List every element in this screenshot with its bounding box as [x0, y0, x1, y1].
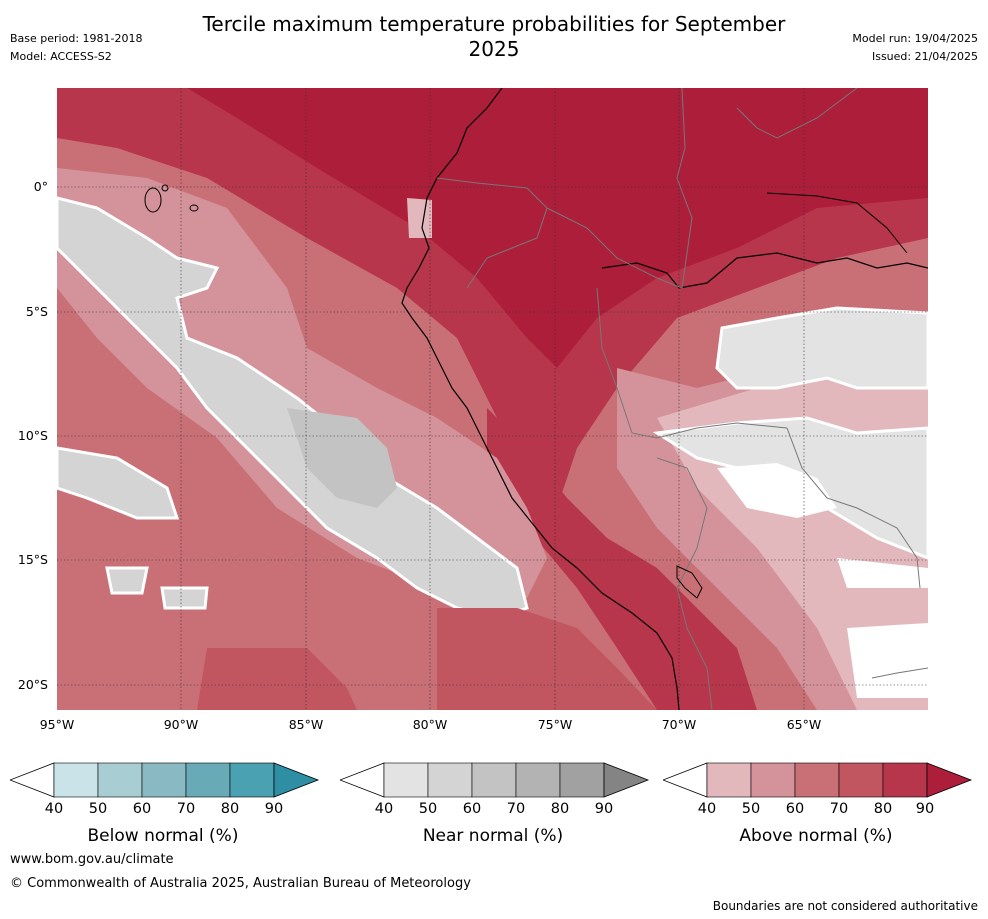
colorbar-swatch [750, 762, 796, 798]
colorbar-above-normal [661, 762, 973, 804]
lat-label-20s: 20°S [17, 677, 48, 692]
colorbar-near-normal [338, 762, 650, 804]
region-near-normal-east-1 [715, 306, 928, 390]
colorbar-swatch [185, 762, 231, 798]
lon-label-85w: 85°W [288, 717, 324, 732]
region-below-40-3 [837, 558, 928, 588]
below-tick-80: 80 [220, 801, 240, 817]
meta-right: Model run: 19/04/2025 Issued: 21/04/2025 [852, 30, 978, 66]
colorbar-swatch [141, 762, 187, 798]
region-below-40-2 [847, 623, 928, 698]
lon-label-90w: 90°W [163, 717, 199, 732]
colorbar-below-label: Below normal (%) [87, 826, 239, 846]
below-tick-70: 70 [176, 801, 196, 817]
region-above-70-south [437, 608, 657, 710]
region-below-40-1 [717, 463, 837, 518]
colorbar-swatch [794, 762, 840, 798]
colorbar-swatch [427, 762, 473, 798]
region-above-50-coast [407, 198, 432, 238]
colorbar-above-swatches [661, 762, 973, 798]
near-tick-60: 60 [462, 801, 482, 817]
region-near-small-1 [105, 566, 149, 595]
region-above-90 [187, 88, 928, 368]
colorbar-min-extend [338, 762, 385, 798]
lon-label-95w: 95°W [39, 717, 75, 732]
near-tick-50: 50 [418, 801, 438, 817]
meta-left: Base period: 1981-2018 Model: ACCESS-S2 [10, 30, 142, 66]
model-run: Model run: 19/04/2025 [852, 32, 978, 45]
region-above-70-sw [197, 648, 357, 710]
above-tick-50: 50 [741, 801, 761, 817]
near-tick-40: 40 [374, 801, 394, 817]
galapagos-islands [144, 184, 199, 213]
lon-label-70w: 70°W [661, 717, 697, 732]
colorbar-below-normal [8, 762, 320, 804]
colorbar-swatch [515, 762, 561, 798]
graticule [57, 88, 928, 710]
region-near-normal-south [57, 446, 180, 520]
colorbar-min-extend [8, 762, 55, 798]
lon-label-75w: 75°W [537, 717, 573, 732]
colorbar-swatch [838, 762, 884, 798]
above-tick-70: 70 [829, 801, 849, 817]
lat-label-10s: 10°S [17, 428, 48, 443]
model-name: Model: ACCESS-S2 [10, 50, 112, 63]
disclaimer: Boundaries are not considered authoritat… [712, 899, 978, 913]
lon-label-80w: 80°W [412, 717, 448, 732]
colorbar-max-extend [273, 762, 320, 798]
above-tick-90: 90 [915, 801, 935, 817]
website-link[interactable]: www.bom.gov.au/climate [10, 852, 174, 867]
colorbar-swatch [53, 762, 99, 798]
map-canvas [57, 88, 928, 710]
lat-label-15s: 15°S [17, 552, 48, 567]
colorbar-swatch [383, 762, 429, 798]
lat-label-0: 0° [33, 179, 48, 194]
amazon-river [601, 252, 928, 289]
near-tick-70: 70 [506, 801, 526, 817]
probability-map [57, 88, 928, 710]
above-tick-40: 40 [697, 801, 717, 817]
colorbar-max-extend [926, 762, 973, 798]
region-near-small-2 [160, 586, 209, 610]
colorbar-min-extend [661, 762, 708, 798]
coastline [401, 88, 680, 710]
region-near-normal-west [57, 196, 529, 620]
colorbar-swatch [97, 762, 143, 798]
colorbar-swatch [471, 762, 517, 798]
copyright: © Commonwealth of Australia 2025, Austra… [10, 876, 471, 891]
colorbar-above-label: Above normal (%) [739, 826, 893, 846]
colorbar-swatch [882, 762, 928, 798]
colorbar-max-extend [603, 762, 650, 798]
above-tick-60: 60 [785, 801, 805, 817]
below-tick-60: 60 [132, 801, 152, 817]
lake-titicaca [676, 565, 703, 599]
country-borders [436, 88, 928, 710]
lon-label-65w: 65°W [786, 717, 822, 732]
region-near-60 [287, 408, 397, 508]
base-period: Base period: 1981-2018 [10, 32, 143, 45]
issued-date: Issued: 21/04/2025 [871, 50, 978, 63]
below-tick-50: 50 [88, 801, 108, 817]
colorbar-swatch [559, 762, 605, 798]
near-tick-80: 80 [550, 801, 570, 817]
colorbar-near-swatches [338, 762, 650, 798]
region-near-normal-east-2 [652, 416, 928, 560]
region-andes-above-80 [487, 408, 757, 710]
near-tick-90: 90 [594, 801, 614, 817]
below-tick-90: 90 [264, 801, 284, 817]
chart-title: Tercile maximum temperature probabilitie… [202, 12, 786, 61]
lat-label-5s: 5°S [25, 304, 48, 319]
rio-negro [766, 192, 908, 254]
below-tick-40: 40 [44, 801, 64, 817]
colorbar-near-label: Near normal (%) [422, 826, 564, 846]
above-tick-80: 80 [873, 801, 893, 817]
colorbar-below-swatches [8, 762, 320, 798]
colorbar-swatch [706, 762, 752, 798]
colorbar-swatch [229, 762, 275, 798]
